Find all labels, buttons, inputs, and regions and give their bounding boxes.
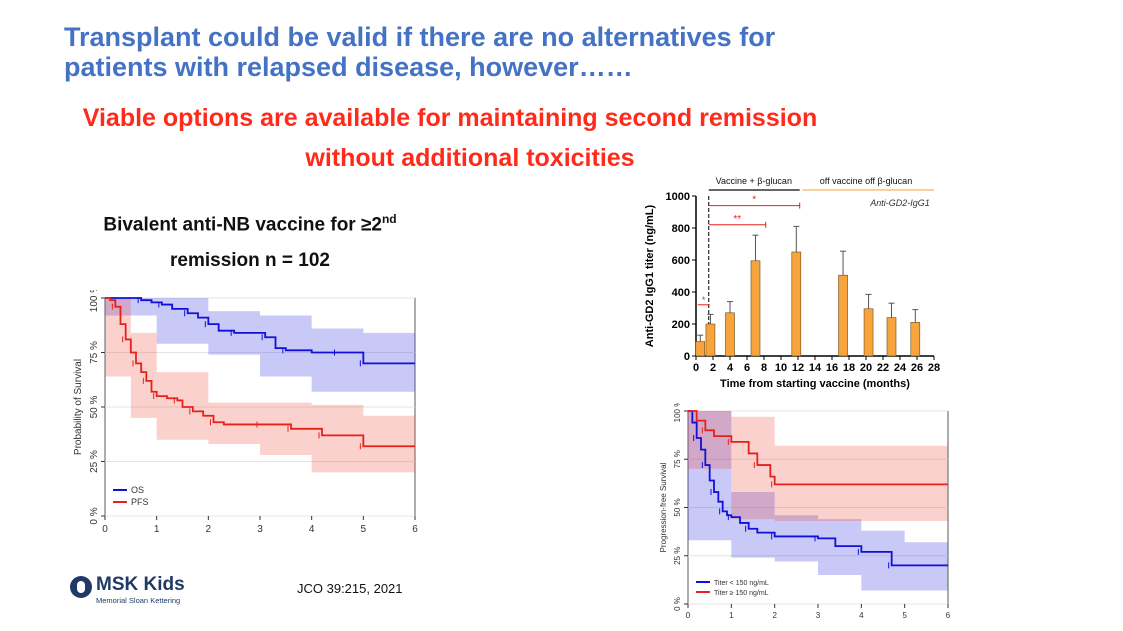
x-tick-label: 3	[816, 611, 821, 620]
heading-line-1: Bivalent anti-NB vaccine for ≥2	[103, 214, 382, 236]
bar	[695, 341, 706, 357]
legend-label: Titer < 150 ng/mL	[714, 580, 769, 587]
bar	[725, 312, 735, 357]
logo-name: MSK Kids	[96, 574, 185, 595]
x-tick-label: 0	[686, 611, 691, 620]
heading-superscript: nd	[381, 212, 397, 226]
bar	[791, 251, 802, 357]
survival-curve	[688, 410, 948, 486]
y-tick-label: 400	[672, 287, 690, 299]
x-axis-label: Time from starting vaccine (months)	[720, 378, 910, 390]
x-tick-label: 22	[877, 362, 889, 374]
x-tick-label: 2	[772, 611, 777, 620]
y-tick-label: 25 %	[673, 547, 682, 565]
bar	[886, 317, 897, 357]
y-tick-label: 50 %	[89, 395, 100, 418]
y-tick-label: 800	[672, 223, 690, 235]
significance-marker: *	[702, 295, 706, 305]
y-tick-label: 75 %	[673, 450, 682, 468]
y-tick-label: 25 %	[89, 450, 100, 473]
subtitle-line-2: without additional toxicities	[305, 144, 635, 172]
chart-annotation: Anti-GD2-IgG1	[869, 198, 930, 208]
x-tick-label: 3	[257, 524, 263, 535]
x-tick-label: 5	[361, 524, 367, 535]
survival-curve	[105, 297, 415, 448]
significance-marker: **	[733, 214, 741, 225]
x-tick-label: 1	[729, 611, 734, 620]
x-tick-label: 20	[860, 362, 872, 374]
x-tick-label: 10	[775, 362, 787, 374]
titer-bar-chart: Vaccine + β-glucan off vaccine off β-gluc…	[644, 176, 940, 390]
x-tick-label: 6	[946, 611, 951, 620]
x-tick-label: 12	[792, 362, 804, 374]
legend-label: Titer ≥ 150 ng/mL	[714, 590, 769, 597]
bar	[838, 274, 848, 357]
x-tick-label: 0	[693, 362, 699, 374]
title-line-2: patients with relapsed disease, however……	[64, 52, 633, 82]
legend-label: OS	[131, 485, 144, 495]
survival-curve	[105, 297, 415, 365]
x-tick-label: 28	[928, 362, 940, 374]
x-tick-label: 24	[894, 362, 907, 374]
y-tick-label: 100 %	[89, 290, 100, 312]
x-tick-label: 14	[809, 362, 822, 374]
y-tick-label: 600	[672, 255, 690, 267]
citation: JCO 39:215, 2021	[297, 581, 403, 596]
x-tick-label: 6	[744, 362, 750, 374]
phase-label: Vaccine + β-glucan	[716, 176, 792, 186]
vaccine-heading: Bivalent anti-NB vaccine for ≥2nd remiss…	[40, 201, 460, 279]
y-tick-label: 100 %	[673, 403, 682, 422]
y-tick-label: 1000	[666, 191, 690, 203]
x-tick-label: 6	[412, 524, 418, 535]
x-tick-label: 18	[843, 362, 855, 374]
y-tick-label: 50 %	[673, 498, 682, 516]
significance-marker: *	[752, 195, 756, 206]
y-tick-label: 200	[672, 319, 690, 331]
x-tick-label: 4	[309, 524, 315, 535]
bar	[705, 323, 716, 357]
x-tick-label: 26	[911, 362, 923, 374]
legend-label: PFS	[131, 497, 149, 507]
heading-line-2: remission n = 102	[170, 250, 330, 272]
x-tick-label: 1	[154, 524, 160, 535]
y-axis-label: Anti-GD2 IgG1 titer (ng/mL)	[644, 204, 656, 347]
x-tick-label: 2	[206, 524, 212, 535]
bar	[750, 260, 761, 357]
survival-curve	[688, 410, 948, 567]
bar	[910, 322, 921, 357]
pfs-by-titer-chart: 0 % 25 % 50 % 75 % 100 % 0 1 2 3 4 5 6 Progression-f…	[659, 403, 951, 620]
survival-chart: 0 % 25 % 50 % 75 % 100 % 0 1 2 3 4 5 6 Probability o…	[73, 290, 418, 535]
y-tick-label: 0	[684, 351, 690, 363]
x-tick-label: 8	[761, 362, 767, 374]
x-tick-label: 0	[102, 524, 108, 535]
bar	[863, 308, 874, 357]
confidence-band	[105, 298, 415, 473]
confidence-band	[688, 411, 948, 591]
title-line-1: Transplant could be valid if there are n…	[64, 22, 776, 52]
subtitle-line-1: Viable options are available for maintai…	[82, 104, 818, 132]
slide-title: Transplant could be valid if there are n…	[64, 22, 1064, 82]
x-tick-label: 2	[710, 362, 716, 374]
x-tick-label: 5	[902, 611, 907, 620]
confidence-band	[105, 298, 415, 392]
x-tick-label: 4	[859, 611, 864, 620]
phase-label: off vaccine off β-glucan	[820, 176, 912, 186]
y-tick-label: 75 %	[89, 341, 100, 364]
y-tick-label: 0 %	[89, 507, 100, 524]
x-tick-label: 4	[727, 362, 734, 374]
msk-logo-icon	[70, 576, 92, 598]
y-tick-label: 0 %	[673, 597, 682, 611]
y-axis-label: Progression-free Survival	[659, 462, 668, 552]
x-tick-label: 16	[826, 362, 838, 374]
msk-kids-logo: MSK Kids Memorial Sloan Kettering	[70, 574, 200, 610]
y-axis-label: Probability of Survival	[73, 359, 84, 455]
logo-subtitle: Memorial Sloan Kettering	[96, 596, 181, 605]
confidence-band	[688, 411, 948, 522]
